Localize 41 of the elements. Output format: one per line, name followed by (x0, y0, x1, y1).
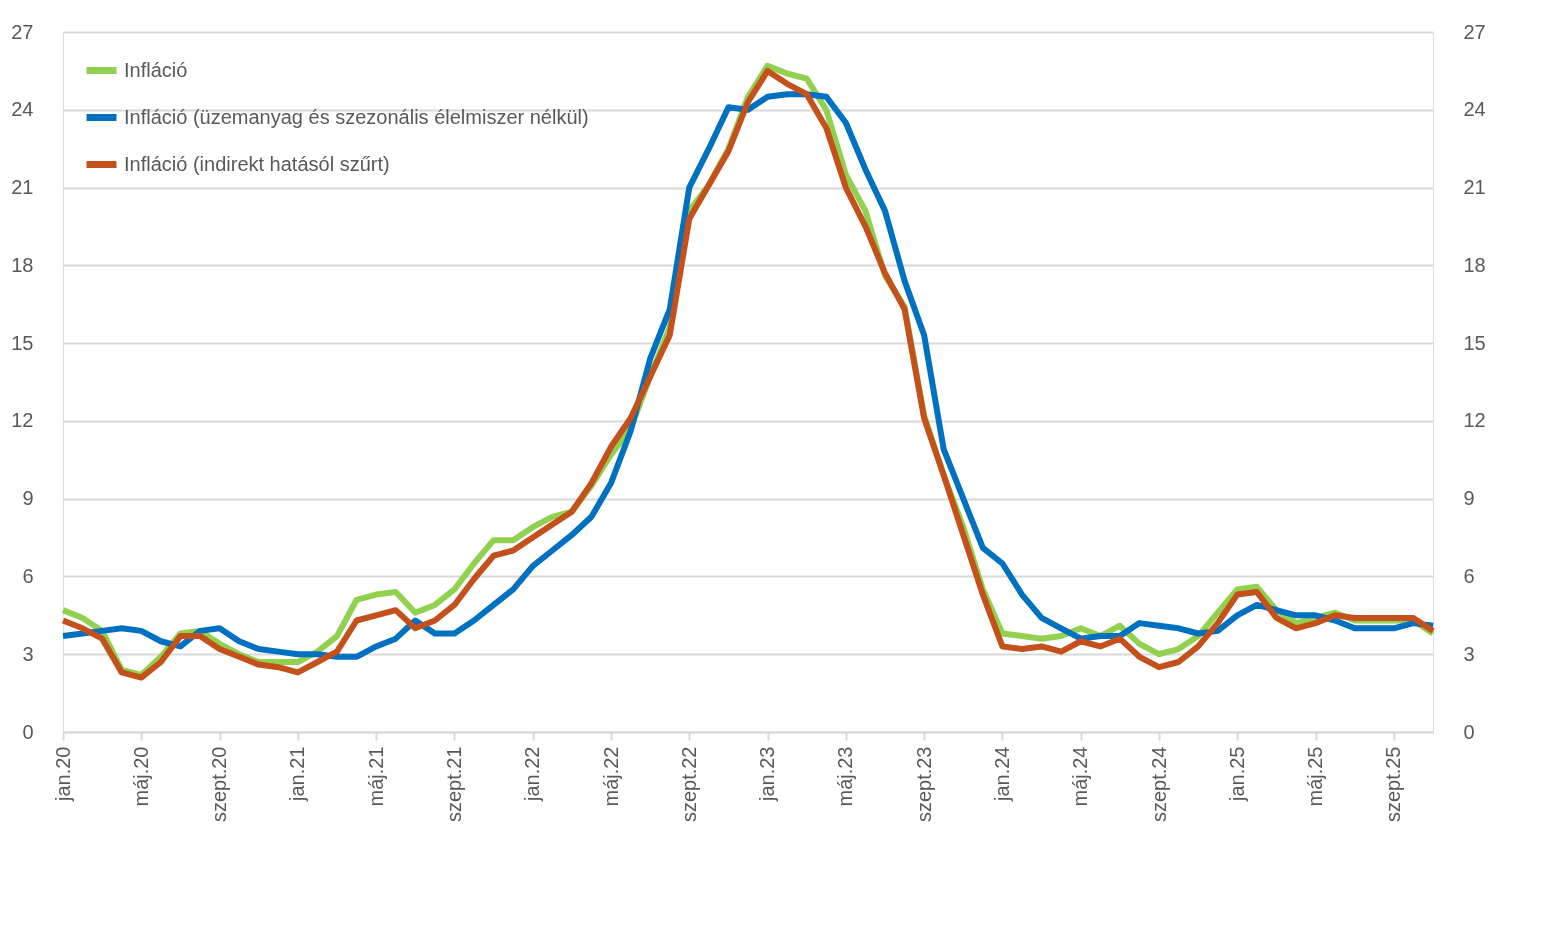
x-tick-label: jan.25 (1225, 746, 1248, 802)
x-tick-label: máj.21 (364, 746, 387, 807)
y-tick-label: 0 (22, 720, 34, 743)
legend-label: Infláció (indirekt hatásól szűrt) (124, 152, 390, 175)
y-tick-label: 3 (22, 642, 34, 665)
x-tick-label: szept.20 (208, 746, 231, 823)
y-tick-label: 18 (11, 253, 34, 276)
y-tick-label: 27 (11, 20, 34, 43)
x-tick-label: szept.24 (1147, 746, 1170, 823)
x-tick-label: szept.25 (1382, 746, 1405, 823)
x-tick-label: szept.23 (912, 746, 935, 823)
x-tick-label: máj.24 (1069, 746, 1092, 807)
y2-tick-label: 27 (1463, 20, 1486, 43)
x-tick-label: jan.22 (521, 746, 544, 802)
x-tick-label: máj.20 (129, 746, 152, 807)
y2-tick-label: 18 (1463, 253, 1486, 276)
y2-tick-label: 24 (1463, 98, 1486, 121)
x-tick-label: máj.22 (599, 746, 622, 807)
y2-tick-label: 9 (1463, 487, 1475, 510)
x-tick-label: jan.21 (286, 746, 309, 802)
x-tick-label: máj.25 (1304, 746, 1327, 807)
x-tick-label: szept.21 (442, 746, 465, 823)
y-tick-label: 12 (11, 409, 34, 432)
y2-tick-label: 0 (1463, 720, 1475, 743)
x-tick-label: máj.23 (834, 746, 857, 807)
y-tick-label: 24 (11, 98, 34, 121)
y2-tick-label: 6 (1463, 564, 1475, 587)
y-tick-label: 9 (22, 487, 34, 510)
y2-tick-label: 3 (1463, 642, 1475, 665)
y2-tick-label: 21 (1463, 176, 1486, 199)
y2-tick-label: 12 (1463, 409, 1486, 432)
y-tick-label: 6 (22, 564, 34, 587)
x-tick-label: jan.20 (51, 746, 74, 802)
x-tick-label: szept.22 (677, 746, 700, 823)
y2-tick-label: 15 (1463, 331, 1486, 354)
y-tick-label: 15 (11, 331, 34, 354)
x-tick-label: jan.23 (756, 746, 779, 802)
y-tick-label: 21 (11, 176, 34, 199)
legend-label: Infláció (üzemanyag és szezonális élelmiszer nélkül) (124, 105, 589, 128)
x-tick-label: jan.24 (990, 746, 1013, 802)
legend-label: Infláció (124, 58, 188, 81)
